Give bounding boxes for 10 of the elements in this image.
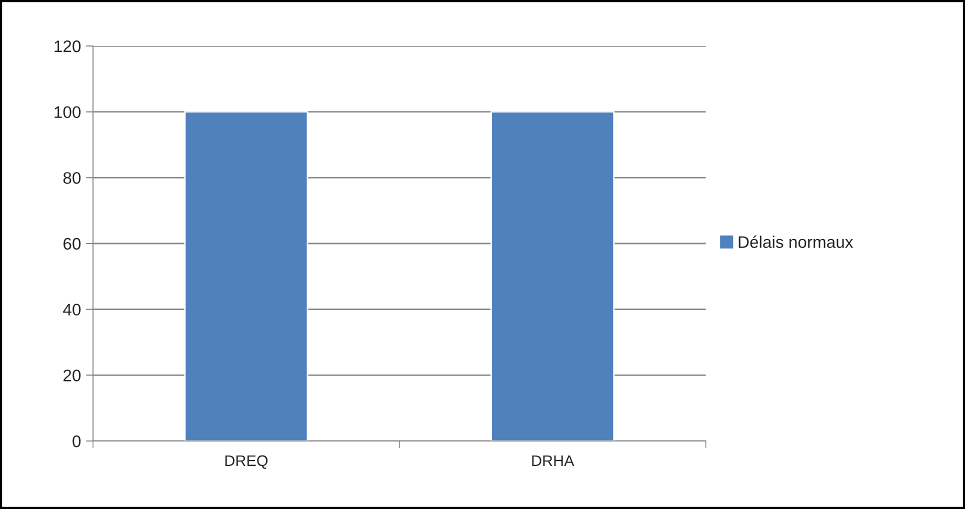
y-tick-label: 20 [64,370,81,382]
x-tick-label: DREQ [225,455,268,469]
y-tick-label: 100 [54,106,81,118]
x-tick-label: DRHA [532,455,574,466]
y-tick-label: 60 [64,238,81,250]
y-tick-label: 0 [72,435,81,448]
y-tick-label: 80 [63,172,81,184]
y-tick-label: 40 [63,304,81,316]
legend-label: Délais normaux [738,236,854,248]
y-tick-label: 120 [54,40,81,52]
